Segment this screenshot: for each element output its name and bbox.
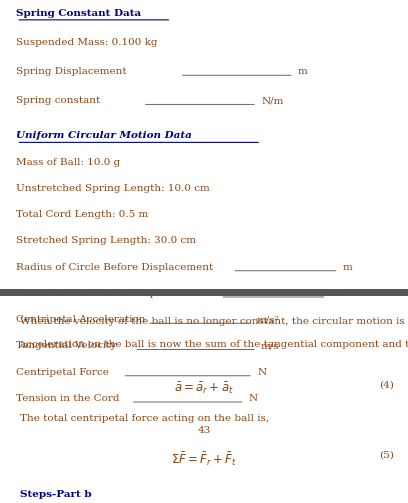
Text: Suspended Mass: 0.100 kg: Suspended Mass: 0.100 kg — [16, 38, 158, 47]
Text: $\Sigma\bar{F} = \bar{F}_r + \bar{F}_t$: $\Sigma\bar{F} = \bar{F}_r + \bar{F}_t$ — [171, 450, 237, 468]
Text: Spring Constant Data: Spring Constant Data — [16, 9, 142, 18]
Text: acceleration on the ball is now the sum of the tangential component and the radi: acceleration on the ball is now the sum … — [20, 341, 408, 349]
Text: Tension in the Cord: Tension in the Cord — [16, 394, 120, 403]
Text: Centripetal Acceleration: Centripetal Acceleration — [16, 315, 146, 324]
Text: Steps-Part b: Steps-Part b — [20, 490, 92, 499]
Text: When the velocity of the ball is no longer constant, the circular motion is no l: When the velocity of the ball is no long… — [20, 317, 408, 326]
Text: Spring constant: Spring constant — [16, 96, 100, 105]
Text: Mass of Ball: 10.0 g: Mass of Ball: 10.0 g — [16, 157, 121, 166]
Text: m/s²: m/s² — [257, 315, 280, 324]
Text: Tangential Velocity: Tangential Velocity — [16, 342, 117, 350]
Text: (4): (4) — [379, 380, 394, 389]
Text: Total Cord Length: 0.5 m: Total Cord Length: 0.5 m — [16, 210, 149, 219]
Text: Stretched Spring Length: 30.0 cm: Stretched Spring Length: 30.0 cm — [16, 236, 196, 245]
Text: Radius of Circle Before Displacement: Radius of Circle Before Displacement — [16, 263, 213, 272]
Text: Spring Displacement: Spring Displacement — [16, 67, 127, 76]
Text: m/s: m/s — [261, 342, 280, 350]
Text: 43: 43 — [197, 426, 211, 435]
Text: Radius of Circle After Displacement: Radius of Circle After Displacement — [16, 289, 205, 298]
Text: Uniform Circular Motion Data: Uniform Circular Motion Data — [16, 131, 192, 140]
Text: (5): (5) — [379, 450, 394, 459]
Text: m: m — [330, 289, 340, 298]
Text: $\bar{a} = \bar{a}_r + \bar{a}_t$: $\bar{a} = \bar{a}_r + \bar{a}_t$ — [174, 380, 234, 396]
Text: m: m — [298, 67, 308, 76]
Text: Unstretched Spring Length: 10.0 cm: Unstretched Spring Length: 10.0 cm — [16, 184, 210, 193]
Text: N: N — [257, 368, 266, 377]
Text: N/m: N/m — [261, 96, 284, 105]
Text: N: N — [249, 394, 258, 403]
Text: Centripetal Force: Centripetal Force — [16, 368, 109, 377]
Text: The total centripetal force acting on the ball is,: The total centripetal force acting on th… — [20, 414, 270, 423]
Text: m: m — [343, 263, 353, 272]
